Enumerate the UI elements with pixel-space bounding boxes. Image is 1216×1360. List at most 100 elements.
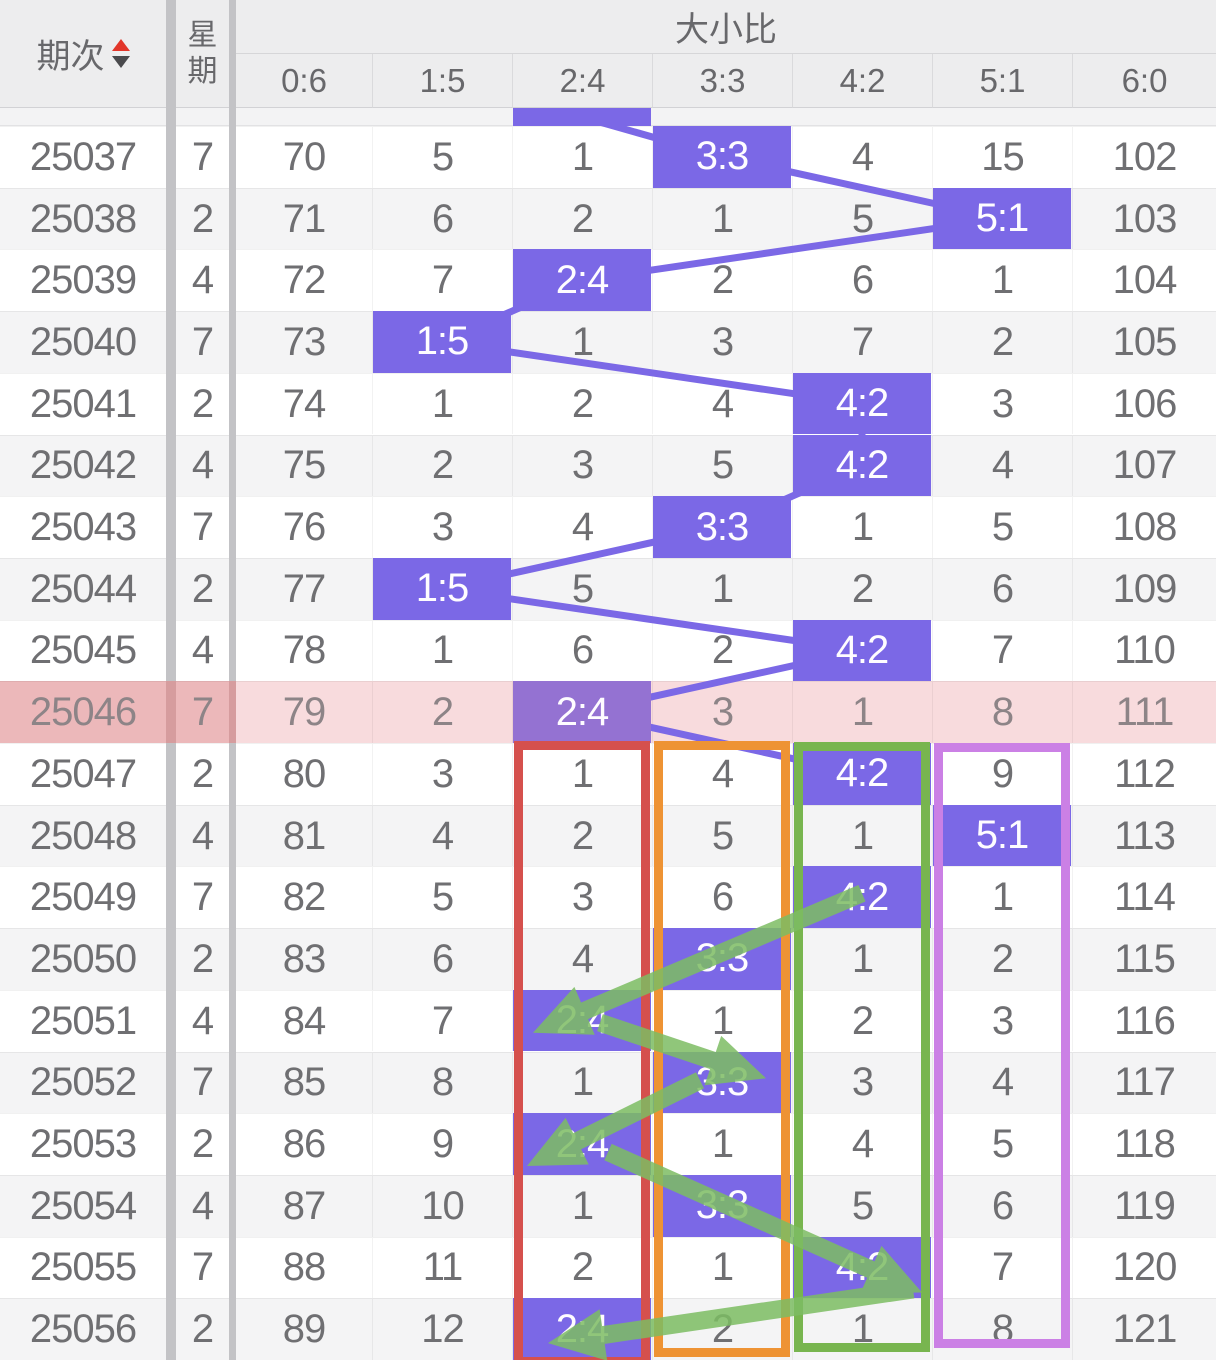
week-header-char-top: 星: [187, 18, 218, 52]
ratio-cell: 5: [652, 434, 792, 497]
week-cell: 2: [176, 1113, 229, 1175]
annotation-rect-4:2: [794, 742, 930, 1352]
ratio-cell: 6: [932, 557, 1072, 620]
ratio-cell: 87: [236, 1174, 372, 1237]
ratio-cell: 78: [236, 619, 372, 682]
ratio-cell: 70: [236, 126, 372, 188]
ratio-cell: 107: [1072, 434, 1216, 497]
ratio-cell: 77: [236, 557, 372, 620]
ratio-cell: 4: [512, 496, 652, 558]
ratio-cell: 79: [236, 681, 372, 743]
sort-asc-icon[interactable]: [111, 39, 130, 51]
ratio-cell: 6: [372, 928, 512, 990]
ratio-cell: 81: [236, 804, 372, 867]
period-cell: 25040: [0, 311, 166, 373]
ratio-cell: 105: [1072, 311, 1216, 373]
ratio-column-header: 2:4: [512, 54, 652, 108]
ratio-cell: 75: [236, 434, 372, 497]
ratio-cell: 119: [1072, 1174, 1216, 1237]
hit-cell-box: 2:4: [513, 249, 651, 312]
ratio-cell: 118: [1072, 1113, 1216, 1175]
period-cell: 25054: [0, 1174, 166, 1237]
ratio-cell: 8: [932, 681, 1072, 743]
annotation-rect-3:3: [654, 741, 790, 1357]
ratio-cell: 10: [372, 1174, 512, 1237]
ratio-cell: 2: [932, 928, 1072, 990]
ratio-cell: 6: [792, 249, 932, 312]
ratio-cell: 76: [236, 496, 372, 558]
week-cell: 2: [176, 928, 229, 990]
ratio-cell: 106: [1072, 372, 1216, 435]
ratio-cell: 2: [372, 681, 512, 743]
ratio-cell: 3: [652, 681, 792, 743]
period-header-label: 期次: [36, 38, 105, 76]
sort-control[interactable]: [111, 39, 130, 68]
ratio-cell: 80: [236, 743, 372, 805]
ratio-cell: 6: [372, 187, 512, 250]
ratio-cell: 88: [236, 1236, 372, 1299]
period-cell: 25038: [0, 187, 166, 250]
period-cell: 25045: [0, 619, 166, 682]
week-cell: 4: [176, 434, 229, 497]
ratio-cell: 5: [932, 496, 1072, 558]
ratio-cell: 2: [512, 804, 652, 867]
ratio-cell: 121: [1072, 1298, 1216, 1360]
column-header-week: 星 期: [176, 0, 229, 108]
ratio-cell: 116: [1072, 989, 1216, 1052]
ratio-cell: 73: [236, 311, 372, 373]
ratio-cell: 102: [1072, 126, 1216, 188]
hit-cell-box: 4:2: [793, 743, 931, 805]
ratio-cell: 1: [932, 866, 1072, 929]
ratio-column-header: 0:6: [236, 54, 372, 108]
period-cell: 25048: [0, 804, 166, 867]
hit-cell-box: 1:5: [373, 557, 511, 620]
ratio-cell: 103: [1072, 187, 1216, 250]
sort-desc-icon[interactable]: [111, 56, 130, 68]
column-header-period[interactable]: 期次: [0, 0, 166, 108]
ratio-cell: 89: [236, 1298, 372, 1360]
ratio-cell: 104: [1072, 249, 1216, 312]
week-cell: 4: [176, 804, 229, 867]
ratio-cell: 11: [372, 1236, 512, 1299]
ratio-cell: 115: [1072, 928, 1216, 990]
period-cell: 25055: [0, 1236, 166, 1299]
week-cell: 2: [176, 372, 229, 435]
ratio-cell: 1: [652, 557, 792, 620]
ratio-cell: 7: [792, 311, 932, 373]
ratio-cell: 5: [372, 866, 512, 929]
ratio-cell: 72: [236, 249, 372, 312]
period-cell: 25037: [0, 126, 166, 188]
annotation-rect-2:4: [514, 741, 650, 1360]
period-cell: 25039: [0, 249, 166, 312]
ratio-cell: 3: [932, 989, 1072, 1052]
hit-cell-box: 3:3: [653, 496, 791, 558]
ratio-cell: 109: [1072, 557, 1216, 620]
ratio-cell: 113: [1072, 804, 1216, 867]
ratio-cell: 5: [512, 557, 652, 620]
ratio-cell: 12: [372, 1298, 512, 1360]
period-cell: 25053: [0, 1113, 166, 1175]
hit-cell-box: 5:1: [933, 804, 1071, 867]
ratio-cell: 5: [372, 126, 512, 188]
ratio-cell: 2: [372, 434, 512, 497]
ratio-cell: 9: [372, 1113, 512, 1175]
column-separator: [166, 0, 176, 1360]
ratio-cell: 4: [932, 1051, 1072, 1114]
period-cell: 25044: [0, 557, 166, 620]
period-cell: 25046: [0, 681, 166, 743]
ratio-column-header: 6:0: [1072, 54, 1216, 108]
period-cell: 25041: [0, 372, 166, 435]
ratio-cell: 3: [932, 372, 1072, 435]
ratio-cell: 74: [236, 372, 372, 435]
ratio-cell: 1: [512, 311, 652, 373]
ratio-cell: 5: [652, 804, 792, 867]
ratio-cell: 8: [372, 1051, 512, 1114]
week-cell: 7: [176, 496, 229, 558]
period-cell: 25049: [0, 866, 166, 929]
ratio-cell: 3: [372, 496, 512, 558]
ratio-cell: 3: [652, 311, 792, 373]
ratio-cell: 108: [1072, 496, 1216, 558]
ratio-cell: 120: [1072, 1236, 1216, 1299]
ratio-cell: 71: [236, 187, 372, 250]
